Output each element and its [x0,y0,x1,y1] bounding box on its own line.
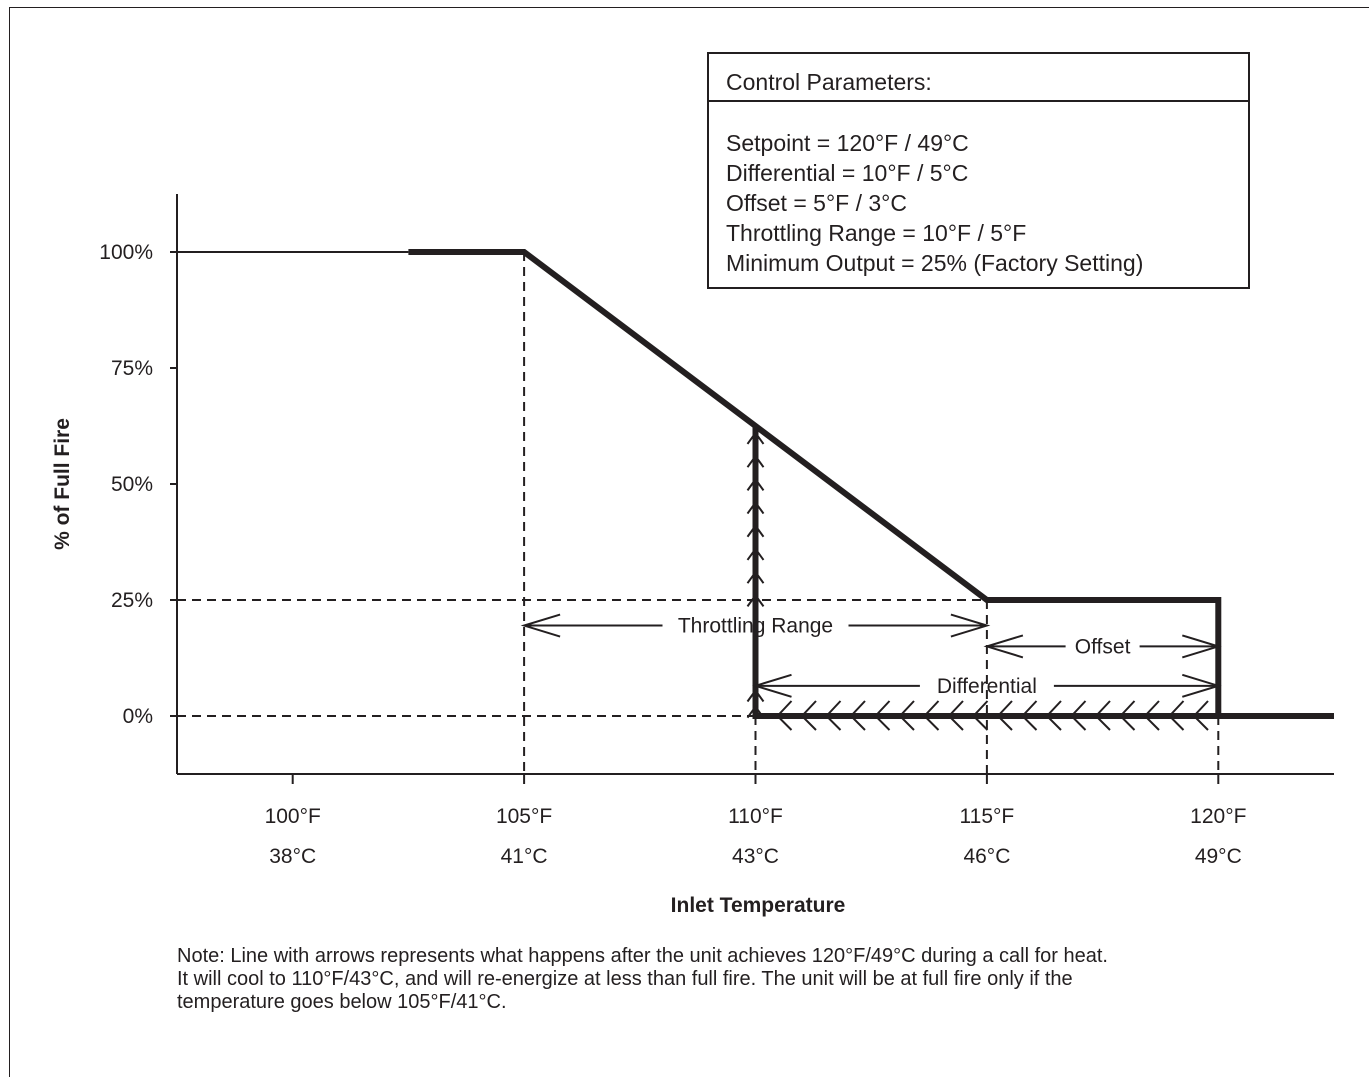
note-line: It will cool to 110°F/43°C, and will re-… [177,968,1073,990]
x-tick-label-c: 38°C [269,845,316,868]
x-tick-label-f: 115°F [960,805,1015,828]
y-tick-label: 100% [99,241,153,264]
param-setpoint: Setpoint = 120°F / 49°C [726,130,969,156]
y-tick-label: 50% [111,473,153,496]
cooldown-arrow [1045,700,1062,731]
reenergize-arrow [746,524,765,538]
x-tick-label-f: 100°F [265,805,321,828]
reenergize-arrow [746,500,765,515]
note-line: Note: Line with arrows represents what h… [177,945,1108,967]
y-tick-label: 25% [111,589,153,612]
y-axis-title: % of Full Fire [51,418,74,550]
note-line: temperature goes below 105°F/41°C. [177,991,507,1013]
reenergize-arrow [746,570,765,584]
arrowhead-left [983,634,1024,659]
reenergize-arrow [746,705,765,719]
footnote: Note: Line with arrows represents what h… [177,945,1347,1014]
cooldown-path [752,426,1219,719]
guide-lines [177,252,1220,774]
dimension-offset: Offset [983,634,1222,659]
x-tick-label-f: 120°F [1190,805,1246,828]
cooldown-arrow [947,700,964,731]
control-parameters-title: Control Parameters: [726,69,932,95]
control-parameters-box: Control Parameters: Setpoint = 120°F / 4… [707,52,1250,289]
cooldown-arrow [1094,700,1111,731]
param-differential: Differential = 10°F / 5°C [726,160,968,186]
annotations: Throttling Range Offset Differential [520,613,1222,698]
cooldown-arrow [923,700,940,731]
reenergize-arrow [746,454,765,468]
x-tick-label-f: 105°F [496,805,552,828]
reenergize-arrow [746,593,765,607]
x-tick-label-c: 49°C [1195,845,1242,868]
axes [170,194,1334,784]
tick-labels: 100% 75% 50% 25% 0% 100°F 38°C 105°F 41°C 110°F 43… [99,241,1246,868]
cooldown-arrow [1021,700,1038,731]
firing-rate-curve [408,249,1222,716]
offset-label: Offset [1075,635,1131,658]
x-tick-label-c: 46°C [963,845,1010,868]
arrowhead-left [520,613,561,638]
arrowhead-right [1182,673,1222,698]
cooldown-arrow [800,700,817,731]
cooldown-arrows [746,431,1209,731]
x-tick-label-c: 41°C [501,845,548,868]
arrowhead-left [752,673,792,698]
reenergize-arrow [746,688,765,703]
param-offset: Offset = 5°F / 3°C [726,190,907,216]
param-throttling-range: Throttling Range = 10°F / 5°F [726,220,1026,246]
cooldown-arrow [898,700,915,731]
cooldown-arrow [1168,700,1185,731]
param-minimum-output: Minimum Output = 25% (Factory Setting) [726,250,1143,276]
throttling-range-label: Throttling Range [678,615,833,638]
figure-frame [9,7,1369,1077]
differential-label: Differential [937,675,1037,698]
arrowhead-right [1182,634,1222,659]
cooldown-arrow [825,700,842,731]
series-group [177,249,1334,719]
reenergize-arrow [746,547,765,561]
cooldown-arrow [849,700,866,731]
cooldown-arrow [972,700,989,731]
y-tick-label: 0% [123,705,153,728]
cooldown-arrow [1143,700,1160,731]
cooldown-arrow [996,700,1013,731]
cooldown-arrow [874,700,891,731]
y-tick-label: 75% [111,357,153,380]
x-tick-label-c: 43°C [732,845,779,868]
cooldown-arrow [776,700,793,731]
x-tick-label-f: 110°F [728,805,783,828]
cooldown-arrow [1192,700,1209,731]
reenergize-arrow [746,477,765,491]
reenergize-arrow [746,431,765,445]
dimension-throttling-range: Throttling Range [520,613,991,638]
cooldown-arrow [1119,700,1136,731]
x-axis-title: Inlet Temperature [671,894,846,917]
dimension-differential: Differential [752,673,1222,698]
cooldown-arrow [1070,700,1087,731]
arrowhead-right [950,613,991,638]
